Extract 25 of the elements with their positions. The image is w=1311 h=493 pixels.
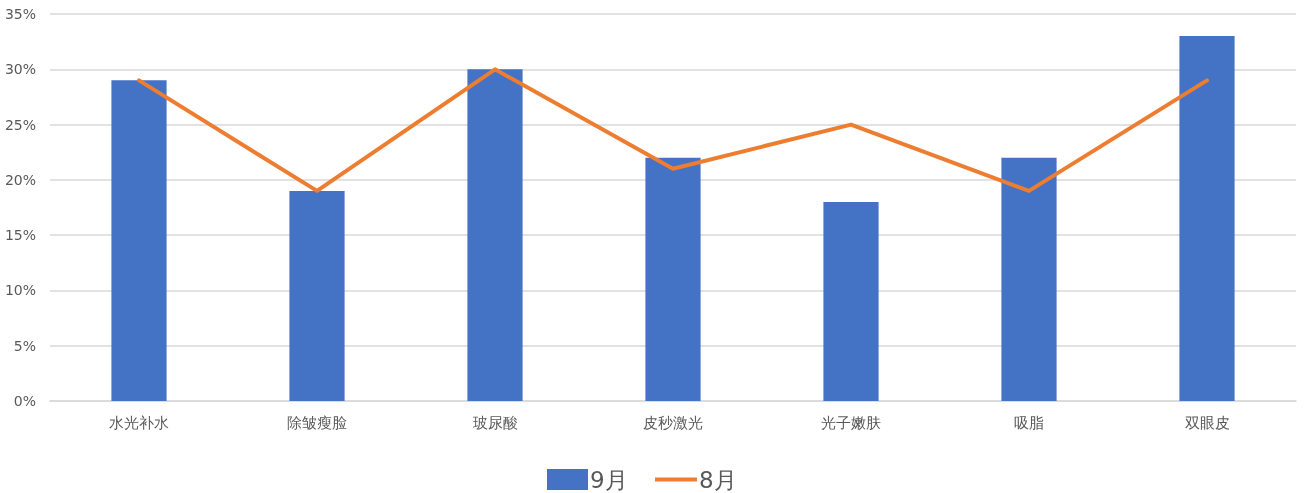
bar bbox=[111, 80, 167, 401]
bar bbox=[1001, 157, 1057, 401]
bar bbox=[1179, 36, 1235, 401]
x-tick-label: 皮秒激光 bbox=[643, 413, 703, 432]
x-tick-label: 除皱瘦脸 bbox=[287, 413, 347, 432]
y-tick-label: 15% bbox=[4, 227, 36, 244]
x-tick-label: 光子嫩肤 bbox=[821, 413, 881, 432]
bar bbox=[289, 190, 345, 401]
x-tick-label: 双眼皮 bbox=[1184, 413, 1230, 432]
y-tick-label: 10% bbox=[4, 282, 36, 299]
bar bbox=[645, 157, 701, 401]
x-tick-label: 水光补水 bbox=[109, 413, 169, 432]
y-tick-label: 20% bbox=[4, 171, 36, 188]
y-tick-label: 25% bbox=[4, 116, 36, 133]
y-tick-label: 0% bbox=[13, 393, 36, 409]
legend-label: 9月 bbox=[590, 466, 628, 493]
x-tick-label: 玻尿酸 bbox=[472, 413, 518, 432]
x-tick-label: 吸脂 bbox=[1014, 413, 1044, 432]
bar bbox=[467, 69, 523, 401]
bar bbox=[823, 201, 879, 401]
y-tick-label: 5% bbox=[13, 337, 36, 354]
line-series bbox=[137, 67, 1209, 193]
legend-label: 8月 bbox=[699, 466, 737, 493]
y-tick-label: 35% bbox=[4, 6, 36, 22]
y-tick-label: 30% bbox=[4, 61, 36, 78]
